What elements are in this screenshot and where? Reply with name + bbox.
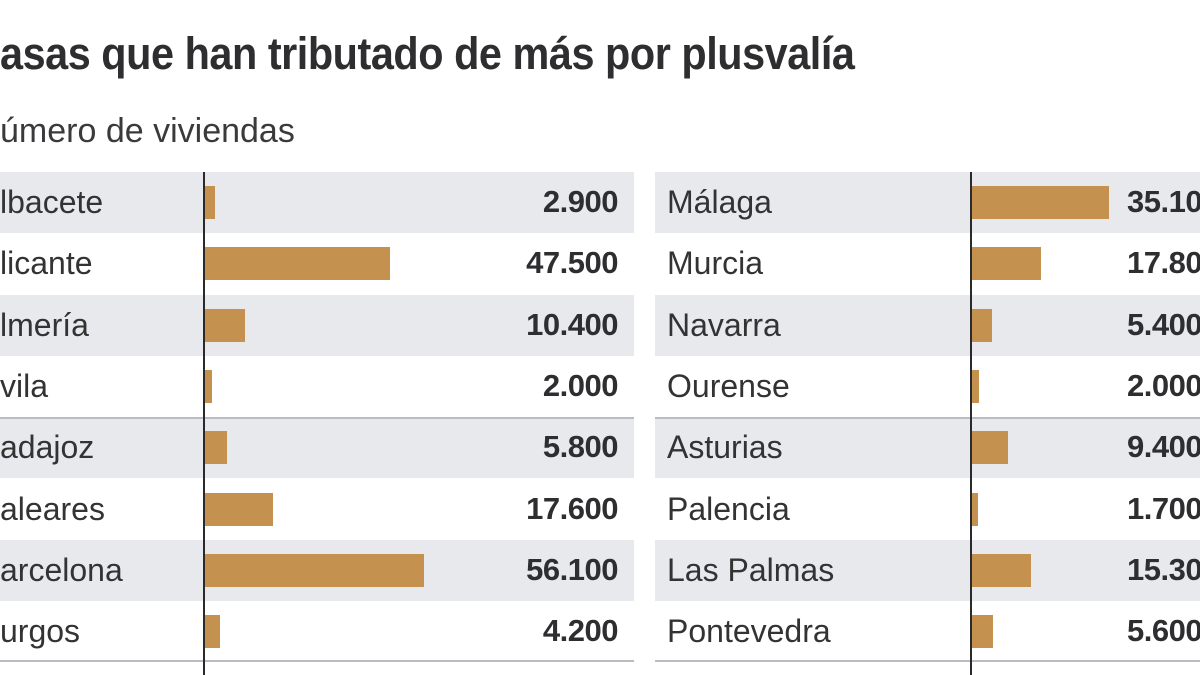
bar [971,308,993,342]
table-row: urgos 4.200 [0,601,634,662]
table-row: Asturias 9.400 [655,417,1200,479]
chart-title: asas que han tributado de más por plusva… [0,28,855,79]
bar [971,186,1109,219]
category-label: licante [0,245,93,282]
bar [204,186,216,219]
left-panel: lbacete 2.900 licante 47.500 lmería 10.400 vil… [0,172,634,675]
table-row: Ourense 2.000 [655,356,1200,417]
category-label: aleares [0,490,105,527]
value-label: 56.100 [526,551,618,587]
category-label: urgos [0,613,81,650]
bar [204,553,424,587]
category-label: Ourense [667,367,790,404]
axis-line [203,172,205,675]
table-row: Las Palmas 15.300 [655,539,1200,602]
value-label: 17.800 [1127,245,1200,281]
value-label: 2.000 [542,367,619,403]
table-row: aleares 17.600 [0,479,634,540]
category-label: adajoz [0,429,95,466]
right-panel: Málaga 35.100 Murcia 17.800 Navarra 5.400 Oure… [655,172,1200,675]
value-label: 10.400 [526,306,618,342]
table-row: Málaga 35.100 [655,172,1200,234]
category-label: lmería [0,306,89,343]
category-label: arcelona [0,551,123,588]
bar [971,492,978,526]
bar [971,615,993,649]
category-label: lbacete [0,184,104,220]
bar [971,369,979,403]
value-label: 47.500 [526,245,618,281]
bar [204,308,245,342]
category-label: Las Palmas [667,551,835,588]
category-label: Navarra [667,306,781,343]
value-label: 5.600 [1127,613,1200,649]
table-row: licante 47.500 [0,233,634,294]
value-label: 15.300 [1127,551,1200,587]
value-label: 4.200 [542,613,619,649]
category-label: Palencia [667,490,790,527]
chart-subtitle: úmero de viviendas [0,112,295,150]
bar [204,615,221,649]
value-label: 2.900 [542,184,619,219]
group-separator [655,417,1200,419]
value-label: 9.400 [1127,429,1200,465]
bar [204,247,391,281]
bar [971,247,1041,281]
table-row: Navarra 5.400 [655,294,1200,356]
bar [204,492,273,526]
bar [971,553,1031,587]
table-row: vila 2.000 [0,356,634,417]
table-row: Murcia 17.800 [655,233,1200,294]
table-row: adajoz 5.800 [0,417,634,479]
group-separator [0,660,634,662]
value-label: 1.700 [1127,490,1200,526]
table-row: arcelona 56.100 [0,539,634,602]
bar [204,369,212,403]
category-label: Málaga [667,184,772,220]
value-label: 5.800 [542,429,619,465]
value-label: 2.000 [1127,367,1200,403]
axis-line [970,172,972,675]
group-separator [0,417,634,419]
value-label: 35.100 [1127,184,1200,219]
table-row: Palencia 1.700 [655,479,1200,540]
bar [204,431,227,465]
category-label: vila [0,367,49,404]
bar [971,431,1008,465]
category-label: Murcia [667,245,764,282]
table-row: lmería 10.400 [0,294,634,356]
value-label: 5.400 [1127,306,1200,342]
category-label: Asturias [667,429,783,466]
table-row: lbacete 2.900 [0,172,634,234]
group-separator [655,660,1200,662]
value-label: 17.600 [526,490,618,526]
category-label: Pontevedra [667,613,831,650]
table-row: Pontevedra 5.600 [655,601,1200,662]
